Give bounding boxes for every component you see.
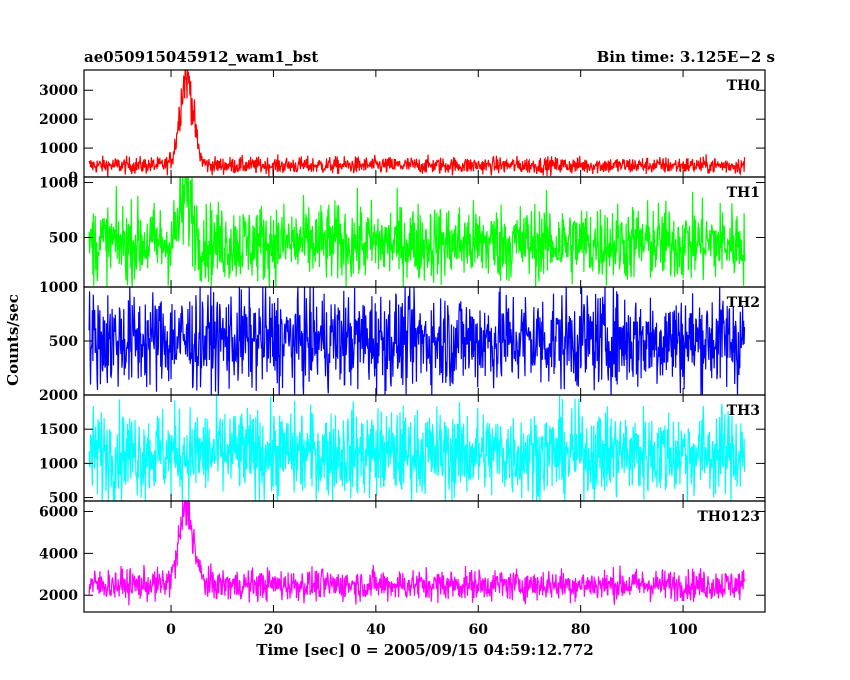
y-tick-label: 1000	[39, 176, 78, 192]
x-tick-label: 60	[469, 622, 489, 638]
x-tick-label: 0	[166, 622, 176, 638]
y-tick-label: 500	[49, 334, 78, 350]
panel-th0: 0 1000 2000 3000 TH0	[39, 69, 766, 186]
y-tick-label: 500	[49, 491, 78, 507]
bin-time-label: Bin time: 3.125E−2 s	[597, 48, 775, 66]
panel-label: TH0123	[697, 509, 760, 525]
y-tick-label: 1000	[39, 456, 78, 472]
x-tick-label: 100	[668, 622, 697, 638]
y-tick-label: 1500	[39, 422, 78, 438]
y-tick-label: 1000	[39, 280, 78, 296]
y-tick-label: 2000	[39, 112, 78, 128]
y-tick-label: 4000	[39, 546, 78, 562]
chart-title: ae050915045912_wam1_bst	[84, 48, 318, 66]
y-tick-label: 6000	[39, 504, 78, 520]
y-tick-label: 2000	[39, 388, 78, 404]
panel-frame	[83, 500, 766, 613]
panel-th3: 500 1000 1500 2000 TH3	[39, 388, 766, 507]
y-tick-label: 500	[49, 231, 78, 247]
panel-label: TH2	[727, 295, 760, 311]
y-tick-label: 0	[68, 170, 78, 186]
series-th2	[88, 286, 746, 396]
series-th0123	[88, 500, 746, 606]
series-th3	[88, 394, 746, 502]
x-tick-label: 20	[264, 622, 284, 638]
series-th0	[88, 69, 746, 177]
y-tick-label: 3000	[39, 83, 78, 99]
panel-label: TH0	[727, 78, 761, 94]
y-axis-label: Counts/sec	[4, 294, 22, 386]
x-tick-label: 80	[571, 622, 591, 638]
x-axis-label: Time [sec] 0 = 2005/09/15 04:59:12.772	[256, 641, 593, 659]
series-th1	[88, 176, 746, 288]
panel-th2: 500 1000 TH2	[39, 280, 766, 396]
y-tick-label: 2000	[39, 588, 78, 604]
panel-label: TH1	[727, 185, 760, 201]
panel-th1: 500 1000 TH1	[39, 176, 766, 288]
x-tick-label: 40	[366, 622, 386, 638]
panel-label: TH3	[727, 403, 760, 419]
y-tick-label: 1000	[39, 141, 78, 157]
panel-th0123: 2000 4000 6000 TH0123	[39, 500, 766, 613]
